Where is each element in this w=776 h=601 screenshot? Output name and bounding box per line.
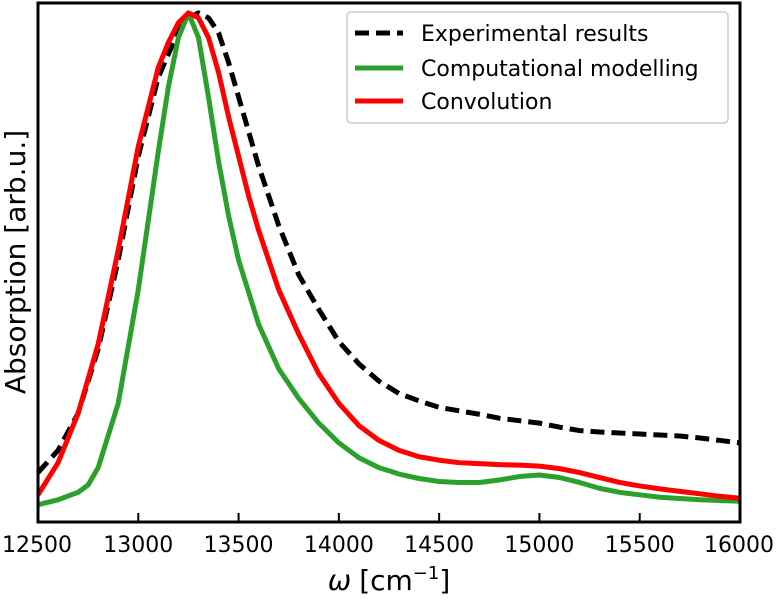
x-axis-unit-exponent: −1 (413, 563, 440, 584)
series-line-experimental (36, 10, 741, 475)
x-tick-label: 13000 (103, 533, 173, 558)
legend-box (346, 11, 729, 124)
x-axis-unit-suffix: ] (439, 564, 450, 597)
series-line-convolution (35, 10, 741, 501)
x-axis-unit-prefix: [cm (359, 564, 413, 597)
x-axis-label: ω [cm−1] (328, 563, 451, 597)
legend-label-experimental: Experimental results (421, 22, 648, 47)
legend-label-computational: Computational modelling (421, 57, 699, 82)
series-line-computational (37, 10, 741, 508)
x-tick-label: 13500 (204, 533, 274, 558)
x-tick-label: 15000 (504, 533, 574, 558)
x-tick-label: 15500 (605, 533, 675, 558)
x-ticks (37, 513, 741, 522)
series-layer (35, 10, 741, 508)
x-tick-labels: 12500 13000 13500 14000 14500 15000 15500 16000 (2, 533, 774, 558)
y-axis-label: Absorption [arb.u.] (0, 130, 32, 394)
legend: Experimental results Computational model… (346, 11, 729, 124)
x-tick-label: 16000 (704, 533, 774, 558)
x-tick-label: 12500 (2, 533, 72, 558)
plot-frame (36, 1, 742, 524)
x-tick-label: 14500 (404, 533, 474, 558)
x-tick-label: 14000 (304, 533, 374, 558)
x-axis-symbol: ω (328, 564, 351, 597)
legend-label-convolution: Convolution (421, 90, 552, 115)
